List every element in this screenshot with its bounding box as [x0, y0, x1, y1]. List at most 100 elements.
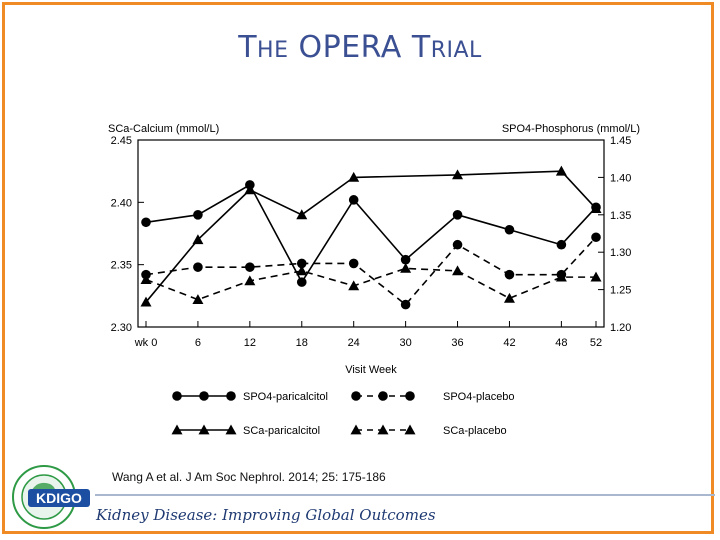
footer-divider: [95, 494, 715, 496]
plot-frame: [137, 139, 605, 328]
footer-text: Kidney Disease: Improving Global Outcome…: [96, 506, 436, 524]
legend-marker: [198, 424, 210, 435]
data-point: [555, 165, 567, 176]
slide-border: [2, 2, 714, 534]
data-point: [140, 296, 152, 307]
data-point: [504, 269, 515, 280]
citation: Wang A et al. J Am Soc Nephrol. 2014; 25…: [112, 470, 386, 484]
title-opera: OPERA: [288, 30, 412, 65]
left-axis-label: SCa-Calcium (mmol/L): [108, 123, 219, 135]
data-point: [452, 210, 463, 220]
series-line: [145, 267, 596, 301]
data-point: [590, 203, 602, 213]
data-point: [348, 280, 360, 291]
chart-axes: 2.45 2.40 2.35 2.30 1.45 1.40 1.35 1.30 1.25 1.20…: [108, 123, 640, 376]
x-tick-label: 18: [296, 337, 308, 349]
data-point: [244, 184, 256, 195]
series-line: [145, 183, 597, 284]
data-point: [348, 171, 360, 182]
data-point: [193, 210, 203, 220]
legend-marker: [199, 391, 209, 401]
left-tick-label: 2.40: [111, 197, 132, 209]
data-point: [296, 265, 308, 276]
legend-label: SPO4-placebo: [443, 391, 515, 403]
data-point: [348, 258, 359, 269]
data-point: [296, 209, 308, 220]
legend-label: SPO4-paricalcitol: [243, 391, 328, 403]
title-smallcaps-he: HE: [257, 38, 289, 63]
left-tick-label: 2.30: [111, 322, 132, 334]
slide-title: THE OPERA TRIAL: [0, 30, 720, 65]
legend-label: SCa-paricalcitol: [243, 425, 320, 437]
legend-marker: [172, 391, 182, 401]
data-point: [400, 299, 411, 310]
x-tick-label: 52: [590, 337, 602, 349]
series-spo4-placebo: [141, 232, 601, 310]
data-point: [590, 271, 602, 282]
legend-item: SCa-paricalcitol: [171, 424, 320, 437]
x-tick-label: 24: [348, 337, 360, 349]
right-tick-label: 1.40: [610, 172, 631, 184]
data-point: [591, 232, 601, 243]
x-tick-label: wk 0: [134, 337, 158, 349]
legend-item: SPO4-placebo: [351, 391, 515, 403]
right-tick-label: 1.25: [610, 285, 631, 297]
data-point: [452, 239, 463, 250]
data-point: [141, 217, 151, 228]
series-sca-placebo: [140, 262, 602, 304]
right-tick-label: 1.30: [610, 247, 631, 259]
legend-marker: [404, 424, 416, 435]
data-point: [193, 262, 203, 272]
data-point: [245, 262, 255, 272]
right-tick-label: 1.45: [610, 135, 631, 147]
logo-text: KDIGO: [36, 490, 82, 506]
kdigo-logo: KDIGO: [10, 462, 92, 537]
x-tick-label: 12: [244, 337, 256, 349]
legend-marker: [351, 391, 361, 401]
right-tick-label: 1.35: [610, 210, 631, 222]
series-line: [145, 170, 597, 303]
chart-legend: SPO4-paricalcitol SPO4-placebo SCa-parical…: [171, 391, 515, 437]
chart-series: [140, 165, 602, 310]
left-tick-label: 2.45: [111, 135, 132, 147]
series-spo4-paricalcitol: [141, 180, 601, 287]
data-point: [556, 239, 567, 250]
legend-marker: [171, 424, 183, 435]
x-tick-label: 6: [195, 337, 201, 349]
x-tick-label: 30: [399, 337, 411, 349]
legend-label: SCa-placebo: [443, 425, 507, 437]
legend-item: SCa-placebo: [350, 424, 507, 437]
data-point: [504, 224, 515, 235]
data-point: [452, 169, 464, 180]
legend-marker: [405, 391, 415, 401]
x-tick-label: 48: [555, 337, 567, 349]
series-line: [145, 236, 597, 306]
legend-marker: [350, 424, 362, 435]
data-point: [400, 254, 411, 265]
legend-marker: [225, 424, 237, 435]
data-point: [348, 195, 359, 205]
x-tick-label: 36: [451, 337, 463, 349]
x-tick-label: 42: [503, 337, 515, 349]
x-axis-label: Visit Week: [345, 364, 397, 376]
legend-item: SPO4-paricalcitol: [172, 391, 328, 403]
data-point: [555, 271, 567, 282]
right-tick-label: 1.20: [610, 322, 631, 334]
legend-marker: [377, 424, 389, 435]
data-point: [140, 274, 152, 285]
data-point: [452, 265, 464, 276]
title-initial-t: T: [238, 30, 258, 65]
series-sca-paricalcitol: [140, 165, 602, 307]
right-axis-label: SPO4-Phosphorus (mmol/L): [502, 123, 640, 135]
data-point: [244, 275, 256, 286]
title-smallcaps-rial: RIAL: [430, 38, 482, 63]
data-point: [400, 262, 412, 273]
data-point: [296, 258, 307, 269]
legend-marker: [226, 391, 236, 401]
opera-chart: 2.45 2.40 2.35 2.30 1.45 1.40 1.35 1.30 1.25 1.20…: [108, 123, 640, 437]
data-point: [503, 292, 515, 303]
legend-marker: [378, 391, 388, 401]
data-point: [192, 234, 204, 245]
title-initial-t2: T: [411, 30, 431, 65]
left-tick-label: 2.35: [111, 260, 132, 272]
